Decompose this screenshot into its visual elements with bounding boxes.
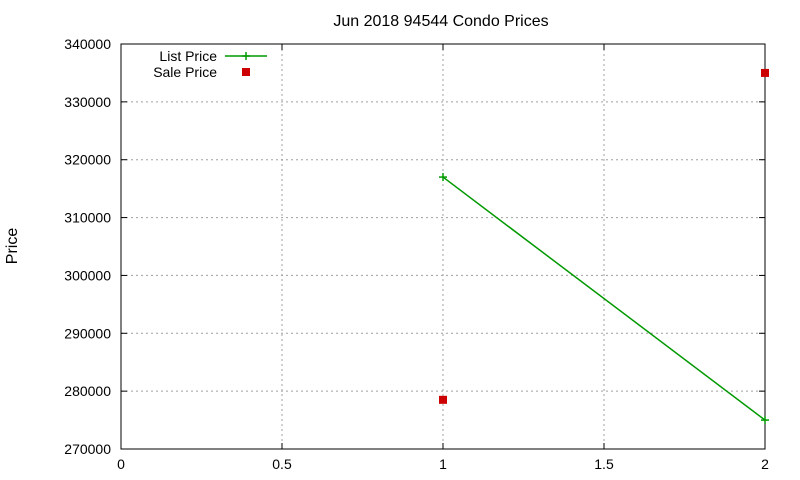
x-tick-label: 1 (439, 456, 447, 472)
x-tick-label: 0 (117, 456, 125, 472)
legend-label: List Price (159, 48, 217, 64)
y-tick-label: 290000 (64, 325, 111, 341)
y-tick-label: 280000 (64, 383, 111, 399)
series-0 (439, 173, 769, 425)
data-point (761, 416, 769, 425)
data-point (761, 68, 769, 77)
y-tick-label: 340000 (64, 36, 111, 52)
data-point (439, 173, 447, 182)
y-tick-label: 330000 (64, 94, 111, 110)
axis-ticks: 0 0.5 1 1.5 2 270000 280000 290000 300000 310000 3… (64, 36, 769, 472)
x-tick-label: 0.5 (272, 456, 292, 472)
y-tick-label: 320000 (64, 152, 111, 168)
y-tick-label: 310000 (64, 210, 111, 226)
x-tick-label: 2 (761, 456, 769, 472)
legend-label: Sale Price (153, 64, 217, 80)
chart-title: Jun 2018 94544 Condo Prices (333, 13, 548, 30)
y-tick-label: 270000 (64, 441, 111, 457)
y-axis-label: Price (4, 228, 21, 265)
series-line (442, 176, 766, 421)
series-1 (439, 68, 769, 404)
legend-item: List Price (159, 48, 267, 64)
series (439, 68, 769, 425)
legend-swatch-marker (242, 68, 250, 76)
x-tick-label: 1.5 (594, 456, 614, 472)
data-point (439, 395, 447, 404)
y-tick-label: 300000 (64, 267, 111, 283)
grid (121, 44, 765, 449)
legend-swatch-marker (242, 52, 250, 60)
legend-item: Sale Price (153, 64, 250, 80)
